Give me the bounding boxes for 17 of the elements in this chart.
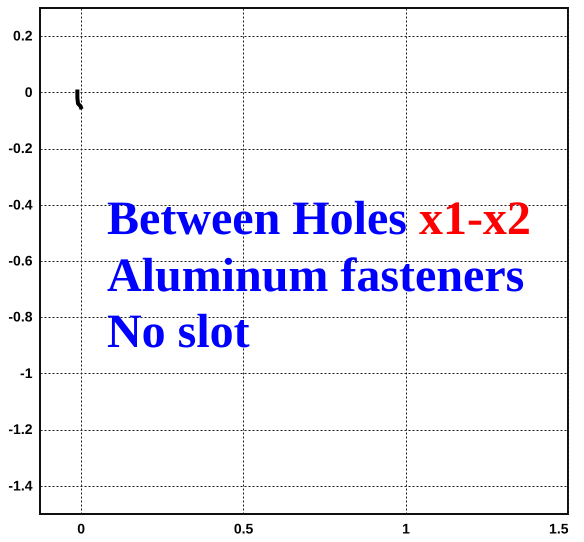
y-tick-label: -0.6 bbox=[8, 252, 33, 268]
y-tick-label: -1.4 bbox=[8, 477, 33, 494]
y-tick-label: -0.2 bbox=[8, 140, 33, 156]
y-tick-label: -0.4 bbox=[8, 196, 33, 212]
y-tick-label: -1.2 bbox=[8, 421, 33, 438]
y-tick-label: -1 bbox=[20, 364, 33, 381]
x-tick-label: 1 bbox=[402, 520, 410, 536]
x-tick-label: 1.5 bbox=[549, 520, 569, 536]
annotation: No slot bbox=[107, 305, 250, 358]
y-tick-label: 0 bbox=[24, 84, 33, 100]
x-tick-label: 0 bbox=[77, 520, 86, 536]
line-series bbox=[75, 88, 84, 112]
annotation: Between Holes x1-x2 bbox=[107, 192, 531, 245]
y-tick-label: 0.2 bbox=[13, 28, 33, 44]
annotation: Aluminum fasteners bbox=[107, 249, 524, 302]
x-tick-label: 0.5 bbox=[234, 520, 254, 536]
y-tick-label: -0.8 bbox=[8, 308, 33, 325]
